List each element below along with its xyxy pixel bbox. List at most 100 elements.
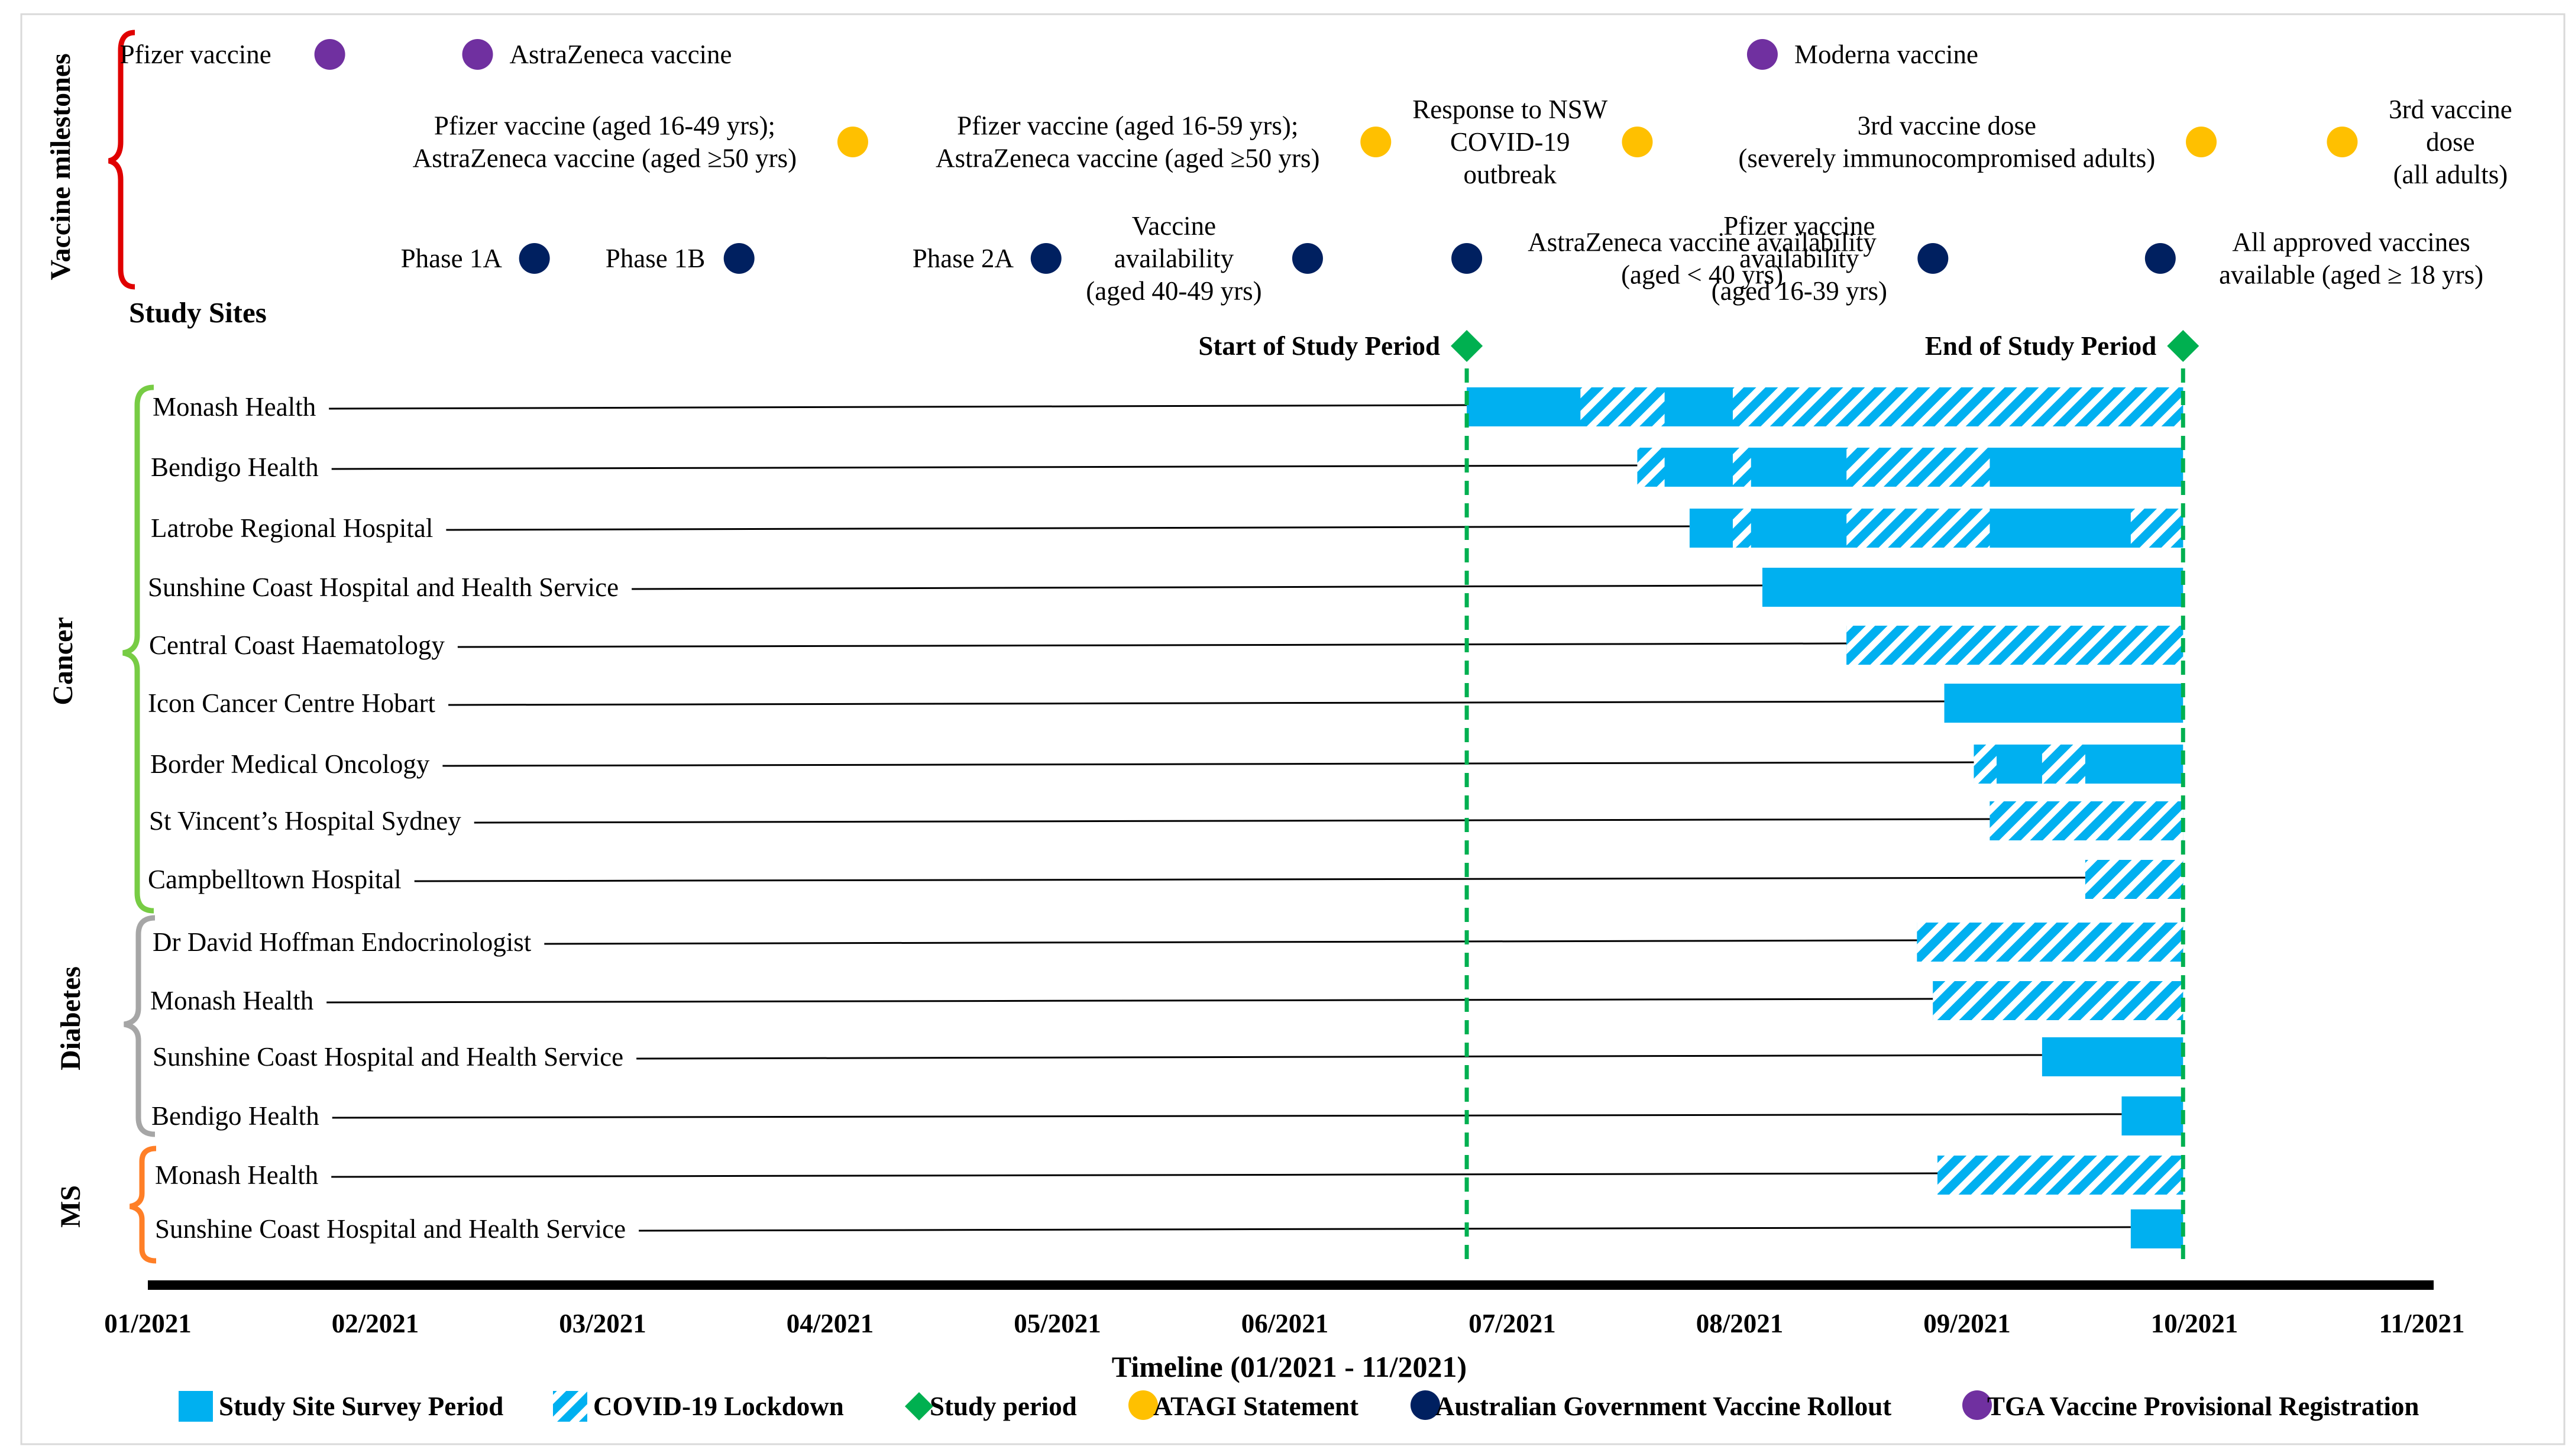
site-leader-line [474, 818, 1990, 824]
site-row-cancer-bendigo-health: Bendigo Health [151, 448, 2183, 487]
ms-group-brace [129, 1146, 157, 1264]
milestone-gov-vaccine: Vaccine availability (aged 40-49 yrs) [1086, 211, 1323, 306]
legend-swatch [1962, 1390, 1992, 1420]
gov-milestone-marker [1292, 243, 1323, 274]
milestone-label: Vaccine [1132, 211, 1216, 241]
legend-swatch [179, 1391, 213, 1422]
milestone-label: (aged 40-49 yrs) [1086, 276, 1261, 306]
month-tick-labels: 01/2021 02/2021 03/2021 04/2021 05/2021 06/20… [104, 1309, 2464, 1338]
legend-swatch [1128, 1390, 1158, 1420]
month-tick-label: 03/2021 [559, 1309, 646, 1338]
milestone-atagi-response-to-nsw: Response to NSW COVID-19 outbreak [1412, 95, 1653, 189]
milestone-gov-pfizer-vaccine: Pfizer vaccine availability (aged 16-39 yr… [1712, 211, 1949, 306]
site-leader-line [448, 700, 1945, 706]
site-leader-line [331, 464, 1638, 470]
milestone-label: availability [1114, 244, 1234, 273]
atagi-milestone-marker [2327, 127, 2358, 157]
site-leader-line [326, 998, 1933, 1004]
milestone-gov-phase-1a: Phase 1A [401, 243, 550, 274]
site-row-cancer-central-coast-haematology: Central Coast Haematology [149, 626, 2183, 665]
milestone-label: Phase 2A [913, 244, 1014, 273]
legend-label: ATAGI Statement [1153, 1392, 1358, 1421]
milestone-label: outbreak [1464, 160, 1557, 189]
group-label-cancer: Cancer [47, 617, 79, 705]
vaccine-milestones-label: Vaccine milestones [45, 53, 76, 280]
legend-item-lockdown: COVID-19 Lockdown [553, 1391, 844, 1422]
month-tick-label: 11/2021 [2379, 1309, 2464, 1338]
month-tick-label: 08/2021 [1696, 1309, 1784, 1338]
chart-frame [20, 13, 2566, 1445]
month-tick-label: 06/2021 [1241, 1309, 1329, 1338]
gov-milestone-marker [1917, 243, 1949, 274]
legend-item-gov: Australian Government Vaccine Rollout [1411, 1390, 1891, 1421]
site-row-ms-monash-health: Monash Health [155, 1156, 2183, 1195]
legend-item-survey: Study Site Survey Period [179, 1391, 503, 1422]
group-label-ms: MS [55, 1185, 86, 1228]
site-label: Latrobe Regional Hospital [151, 513, 433, 543]
lockdown-segment [1846, 448, 1990, 487]
lockdown-segment [1974, 745, 1997, 784]
lockdown-segment [1732, 509, 1751, 548]
site-label: Monash Health [155, 1160, 318, 1190]
atagi-milestone-marker [837, 127, 868, 157]
milestone-label: AstraZeneca vaccine (aged ≥50 yrs) [936, 144, 1319, 173]
study-period-end-label: End of Study Period [1925, 331, 2156, 361]
legend-label: COVID-19 Lockdown [593, 1392, 844, 1421]
legend-item-tga: TGA Vaccine Provisional Registration [1962, 1390, 2419, 1421]
lockdown-segment [1846, 509, 1990, 548]
gov-milestone-marker [1451, 243, 1483, 274]
milestone-atagi-pfizer-vaccine-aged-16-59-yrs: Pfizer vaccine (aged 16-59 yrs); AstraZen… [936, 111, 1392, 173]
lockdown-segment [1933, 981, 2183, 1020]
month-tick-label: 01/2021 [104, 1309, 192, 1338]
site-label: Bendigo Health [151, 1101, 319, 1131]
site-label: Sunshine Coast Hospital and Health Servi… [148, 572, 619, 602]
milestone-tga-pfizer-vaccine: Pfizer vaccine [120, 39, 345, 70]
site-label: Campbelltown Hospital [148, 865, 402, 894]
site-row-diabetes-sunshine-coast-hospital-and-health-service: Sunshine Coast Hospital and Health Servi… [153, 1037, 2183, 1076]
atagi-milestone-marker [1622, 127, 1653, 157]
lockdown-segment [1917, 923, 2183, 962]
milestone-label: (aged < 40 yrs) [1621, 260, 1783, 290]
milestone-tga-moderna-vaccine: Moderna vaccine [1746, 39, 1978, 70]
milestone-label: Phase 1B [606, 244, 706, 273]
milestone-gov-phase-1b: Phase 1B [606, 243, 755, 274]
month-tick-label: 07/2021 [1468, 1309, 1556, 1338]
tga-milestone-marker [314, 39, 345, 70]
site-row-cancer-icon-cancer-centre-hobart: Icon Cancer Centre Hobart [148, 684, 2183, 723]
milestone-label: (all adults) [2393, 160, 2508, 189]
site-leader-line [457, 642, 1847, 648]
month-tick-label: 05/2021 [1014, 1309, 1101, 1338]
lockdown-segment [2085, 860, 2183, 899]
milestone-label: Pfizer vaccine [120, 40, 271, 69]
site-label: Icon Cancer Centre Hobart [148, 688, 436, 718]
site-label: Sunshine Coast Hospital and Health Servi… [153, 1042, 623, 1072]
month-tick-label: 04/2021 [787, 1309, 874, 1338]
legend-swatch [905, 1392, 933, 1421]
milestone-label: availability [1739, 244, 1859, 273]
cancer-group-brace [122, 384, 154, 914]
site-label: Dr David Hoffman Endocrinologist [153, 927, 532, 957]
milestone-label: available (aged ≥ 18 yrs) [2219, 260, 2483, 290]
timeline-axis [148, 1280, 2434, 1290]
site-leader-line [442, 761, 1974, 767]
diabetes-group-brace [124, 915, 156, 1137]
study-period-end-marker [2167, 330, 2199, 362]
gov-milestone-marker [2144, 243, 2176, 274]
vaccine-milestones: Pfizer vaccine AstraZeneca vaccine Moderna… [120, 39, 2512, 306]
x-axis-title: Timeline (01/2021 - 11/2021) [1112, 1350, 1467, 1383]
lockdown-segment [2042, 745, 2085, 784]
survey-period-bar [2130, 1209, 2183, 1248]
milestone-label: Pfizer vaccine (aged 16-49 yrs); [434, 111, 775, 141]
lockdown-segment [2130, 509, 2183, 548]
lockdown-segment [1846, 626, 2183, 665]
site-label: Central Coast Haematology [149, 630, 445, 660]
site-row-diabetes-bendigo-health: Bendigo Health [151, 1096, 2183, 1135]
site-leader-line [636, 1054, 2042, 1060]
milestone-tga-astrazeneca-vaccine: AstraZeneca vaccine [462, 39, 732, 70]
tga-milestone-marker [462, 39, 493, 70]
survey-period-bar [1944, 684, 2183, 723]
legend-label: Study Site Survey Period [219, 1392, 503, 1421]
legend: Study Site Survey Period COVID-19 Lockdow… [179, 1390, 2419, 1422]
site-leader-line [329, 404, 1467, 410]
gov-milestone-marker [723, 243, 755, 274]
